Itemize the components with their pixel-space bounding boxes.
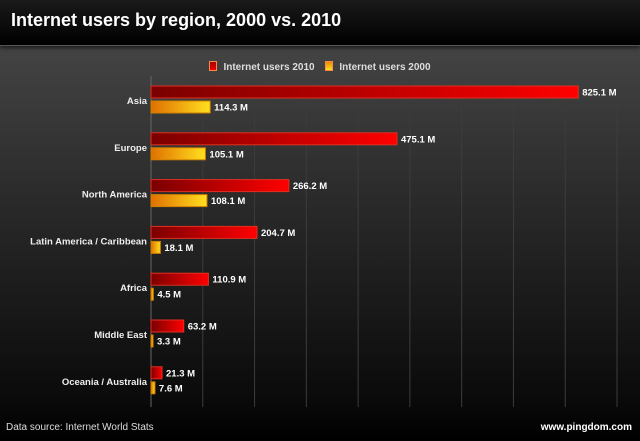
category-label: Europe	[114, 143, 147, 154]
bar-2010	[150, 366, 163, 380]
data-label-2010: 825.1 M	[582, 88, 616, 99]
data-label-2010: 266.2 M	[293, 181, 327, 192]
bar-2000	[150, 381, 156, 395]
data-label-2000: 18.1 M	[164, 243, 193, 254]
bar-2010	[150, 132, 398, 146]
bar-2000	[150, 287, 154, 301]
bar-2010	[150, 225, 258, 239]
data-label-2000: 114.3 M	[214, 103, 248, 114]
title-bar: Internet users by region, 2000 vs. 2010	[0, 0, 640, 46]
bar-2000	[150, 194, 208, 208]
data-source: Data source: Internet World Stats	[6, 422, 154, 433]
data-label-2010: 63.2 M	[188, 322, 217, 333]
data-label-2010: 21.3 M	[166, 368, 195, 379]
data-label-2010: 204.7 M	[261, 228, 295, 239]
legend-swatch-2000	[325, 61, 334, 71]
bar-2000	[150, 100, 211, 114]
bar-2010	[150, 179, 290, 193]
data-label-2000: 3.3 M	[157, 337, 181, 348]
category-label: Latin America / Caribbean	[30, 236, 147, 247]
bar-2010	[150, 85, 579, 99]
bar-2000	[150, 334, 154, 348]
bar-2010	[150, 319, 185, 333]
data-label-2000: 108.1 M	[211, 196, 245, 207]
data-label-2010: 475.1 M	[401, 134, 435, 145]
legend: Internet users 2010 Internet users 2000	[0, 61, 640, 73]
website-url: www.pingdom.com	[540, 422, 632, 433]
data-label-2000: 4.5 M	[157, 290, 181, 301]
category-label: Oceania / Australia	[62, 377, 148, 388]
legend-label-2000: Internet users 2000	[339, 62, 431, 73]
legend-swatch-2010	[209, 61, 218, 71]
bar-2010	[150, 272, 209, 286]
category-label: Africa	[120, 283, 148, 294]
data-label-2000: 7.6 M	[159, 383, 183, 394]
category-label: Asia	[127, 96, 148, 107]
data-label-2000: 105.1 M	[209, 149, 243, 160]
bar-2000	[150, 147, 206, 161]
category-label: Middle East	[94, 330, 148, 341]
legend-item-2000: Internet users 2000	[325, 61, 431, 73]
bar-2000	[150, 240, 161, 254]
category-label: North America	[82, 190, 148, 201]
chart-title: Internet users by region, 2000 vs. 2010	[11, 10, 342, 30]
data-label-2010: 110.9 M	[212, 275, 246, 286]
legend-item-2010: Internet users 2010	[209, 61, 315, 73]
legend-label-2010: Internet users 2010	[223, 62, 315, 73]
